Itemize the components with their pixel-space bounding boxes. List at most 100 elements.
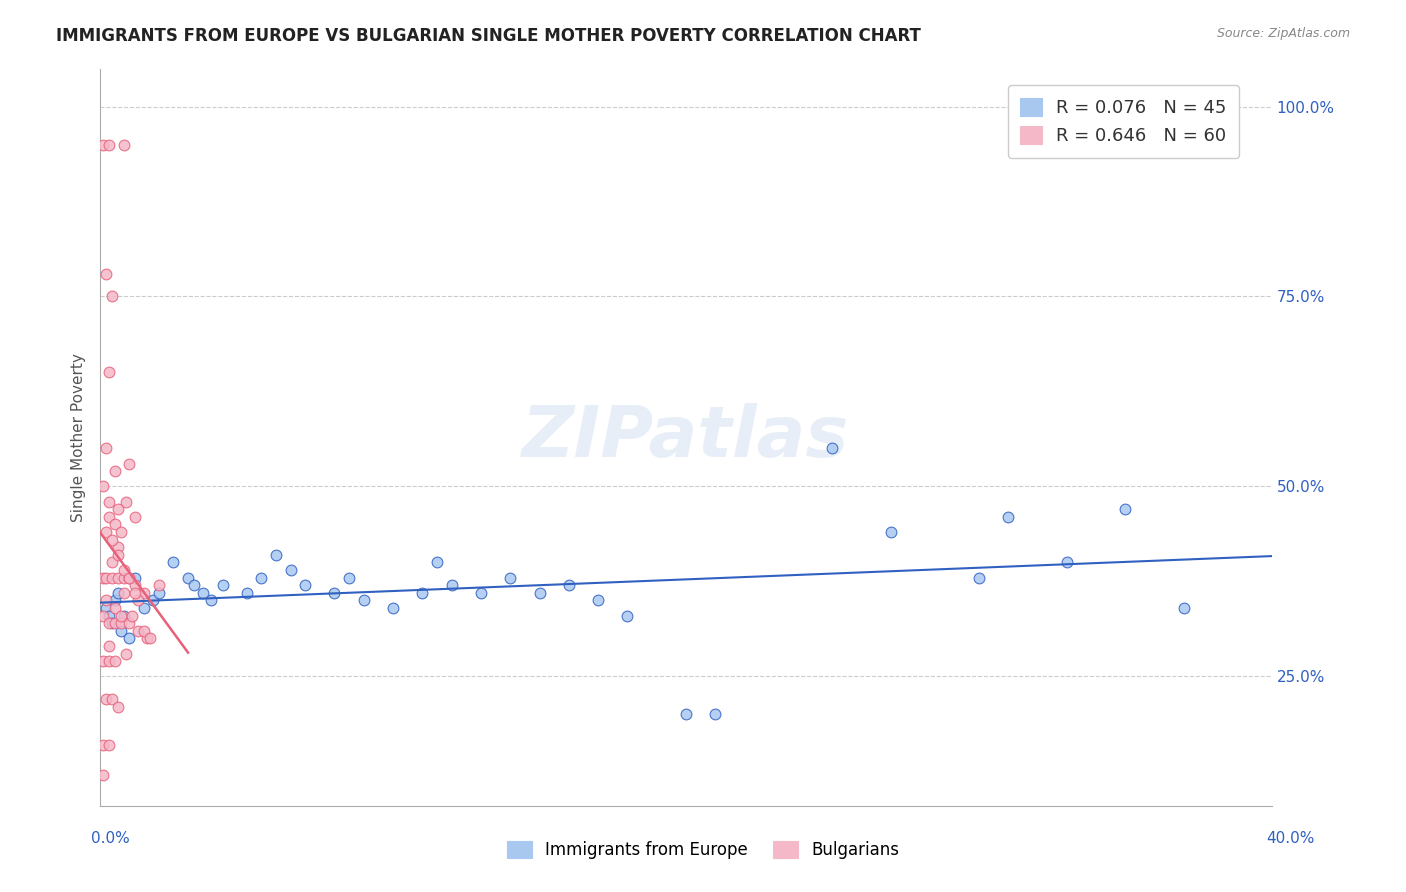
Point — [382, 601, 405, 615]
Point — [94, 571, 117, 585]
Point — [124, 509, 146, 524]
Point — [132, 624, 155, 638]
Point — [139, 632, 162, 646]
Point — [101, 616, 124, 631]
Point — [118, 632, 141, 646]
Y-axis label: Single Mother Poverty: Single Mother Poverty — [72, 352, 86, 522]
Point — [91, 654, 114, 668]
Point — [183, 578, 205, 592]
Point — [112, 571, 135, 585]
Point — [104, 517, 127, 532]
Point — [118, 616, 141, 631]
Legend: Immigrants from Europe, Bulgarians: Immigrants from Europe, Bulgarians — [501, 834, 905, 866]
Point — [97, 509, 120, 524]
Point — [124, 571, 146, 585]
Point — [107, 541, 129, 555]
Point — [118, 571, 141, 585]
Point — [264, 548, 287, 562]
Point — [91, 571, 114, 585]
Point — [704, 707, 727, 722]
Point — [97, 738, 120, 752]
Point — [101, 533, 124, 547]
Point — [115, 647, 138, 661]
Point — [200, 593, 222, 607]
Point — [1173, 601, 1195, 615]
Point — [104, 593, 127, 607]
Point — [127, 593, 149, 607]
Point — [115, 494, 138, 508]
Point — [91, 608, 114, 623]
Point — [104, 601, 127, 615]
Point — [997, 509, 1019, 524]
Point — [132, 601, 155, 615]
Point — [132, 586, 155, 600]
Point — [107, 571, 129, 585]
Point — [97, 616, 120, 631]
Point — [426, 556, 449, 570]
Point — [127, 624, 149, 638]
Point — [142, 593, 165, 607]
Text: ZIPatlas: ZIPatlas — [522, 402, 849, 472]
Point — [118, 457, 141, 471]
Point — [118, 571, 141, 585]
Point — [101, 692, 124, 706]
Point — [101, 571, 124, 585]
Point — [94, 524, 117, 539]
Point — [94, 601, 117, 615]
Point — [148, 586, 170, 600]
Point — [97, 137, 120, 152]
Point — [136, 632, 159, 646]
Point — [162, 556, 184, 570]
Point — [191, 586, 214, 600]
Point — [353, 593, 375, 607]
Point — [1114, 502, 1136, 516]
Point — [616, 608, 638, 623]
Text: IMMIGRANTS FROM EUROPE VS BULGARIAN SINGLE MOTHER POVERTY CORRELATION CHART: IMMIGRANTS FROM EUROPE VS BULGARIAN SING… — [56, 27, 921, 45]
Point — [235, 586, 257, 600]
Point — [101, 289, 124, 303]
Point — [112, 563, 135, 577]
Point — [112, 137, 135, 152]
Point — [323, 586, 346, 600]
Point — [101, 556, 124, 570]
Point — [212, 578, 235, 592]
Point — [1056, 556, 1078, 570]
Point — [470, 586, 492, 600]
Point — [124, 586, 146, 600]
Point — [558, 578, 581, 592]
Point — [148, 578, 170, 592]
Point — [337, 571, 360, 585]
Point — [124, 578, 146, 592]
Point — [91, 738, 114, 752]
Point — [110, 624, 132, 638]
Point — [107, 699, 129, 714]
Point — [91, 479, 114, 493]
Point — [107, 586, 129, 600]
Point — [91, 768, 114, 782]
Text: 0.0%: 0.0% — [91, 831, 131, 846]
Point — [107, 502, 129, 516]
Point — [967, 571, 990, 585]
Point — [97, 494, 120, 508]
Point — [675, 707, 697, 722]
Text: Source: ZipAtlas.com: Source: ZipAtlas.com — [1216, 27, 1350, 40]
Point — [94, 442, 117, 456]
Point — [97, 639, 120, 653]
Point — [110, 524, 132, 539]
Point — [104, 464, 127, 478]
Point — [94, 593, 117, 607]
Point — [94, 692, 117, 706]
Point — [499, 571, 522, 585]
Legend: R = 0.076   N = 45, R = 0.646   N = 60: R = 0.076 N = 45, R = 0.646 N = 60 — [1008, 85, 1240, 158]
Point — [411, 586, 433, 600]
Point — [110, 616, 132, 631]
Point — [104, 616, 127, 631]
Point — [280, 563, 302, 577]
Point — [112, 586, 135, 600]
Point — [104, 654, 127, 668]
Point — [97, 608, 120, 623]
Point — [529, 586, 551, 600]
Point — [294, 578, 316, 592]
Point — [821, 442, 844, 456]
Point — [110, 608, 132, 623]
